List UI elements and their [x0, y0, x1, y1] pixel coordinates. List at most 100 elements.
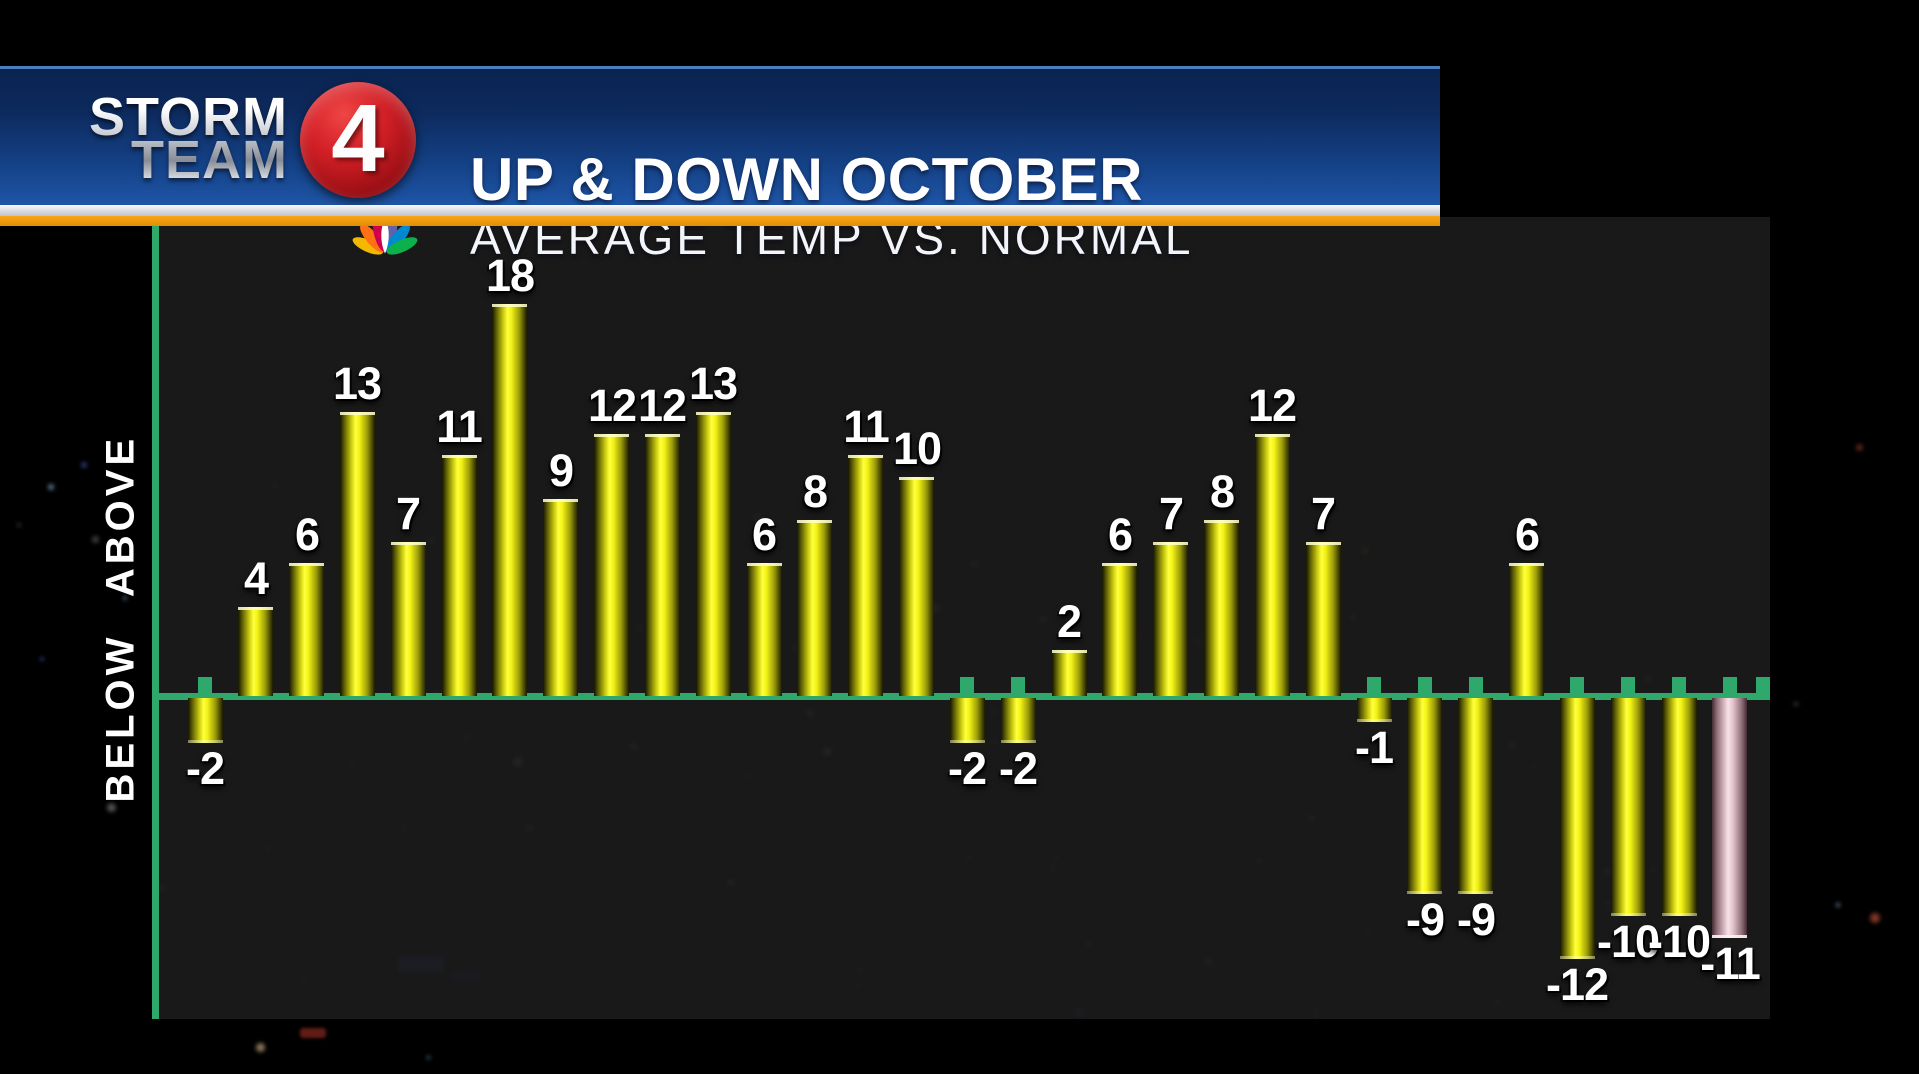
header-banner: STORM TEAM 4 UP & DOWN OCTOBER AVERAGE T… [0, 66, 1440, 263]
baseline-tick [1621, 677, 1635, 694]
city-light-dot [1870, 913, 1880, 923]
bar-value-label: 6 [1107, 509, 1133, 560]
bar-value-label: 9 [548, 445, 574, 496]
bar-value-label: -2 [947, 743, 987, 794]
bar-value-label: 11 [843, 401, 890, 452]
bar-value-label: -2 [998, 743, 1038, 794]
below-axis-label: BELOW [98, 633, 143, 803]
bar-value-label: 6 [1514, 509, 1540, 560]
bar-value-label: 7 [1158, 488, 1184, 539]
storm-team-wordmark: STORM TEAM [89, 96, 288, 182]
banner-orange-strip [0, 216, 1440, 226]
baseline-tick [1570, 677, 1584, 694]
channel-4-logo: 4 [300, 82, 416, 198]
bar-day-8 [543, 499, 578, 696]
bar-value-label: 13 [332, 358, 382, 409]
city-light-dot [1856, 444, 1863, 451]
bar-day-12 [747, 563, 782, 696]
bar-day-11 [696, 412, 731, 696]
channel-number: 4 [331, 85, 385, 192]
bar-value-label: -10 [1647, 916, 1711, 967]
bar-value-label: 6 [751, 509, 777, 560]
baseline-end-tick [1756, 677, 1770, 694]
bar-value-label: -9 [1456, 894, 1496, 945]
bar-value-label: 12 [587, 380, 637, 431]
zero-baseline [152, 693, 1770, 700]
bar-value-label: 8 [802, 466, 828, 517]
bar-day-27 [1509, 563, 1544, 696]
city-light-dot [48, 484, 54, 490]
bar-value-label: 13 [688, 358, 738, 409]
bar-value-label: 12 [637, 380, 687, 431]
city-light-dot [256, 1043, 265, 1052]
baseline-tick [1469, 677, 1483, 694]
bar-day-15 [899, 477, 934, 696]
bar-day-13 [797, 520, 832, 696]
bar-day-10 [645, 434, 680, 696]
bar-day-18 [1052, 650, 1087, 696]
bar-value-label: -1 [1354, 722, 1394, 773]
bar-day-7 [492, 304, 527, 696]
bar-value-label: -9 [1405, 894, 1445, 945]
bar-day-31 [1712, 698, 1747, 938]
bar-value-label: 12 [1247, 380, 1297, 431]
city-light-dot [17, 523, 21, 527]
bar-day-3 [289, 563, 324, 696]
bar-value-label: 11 [436, 401, 483, 452]
bar-value-label: 8 [1209, 466, 1235, 517]
bar-day-19 [1102, 563, 1137, 696]
bar-value-label: -2 [185, 743, 225, 794]
baseline-tick [1672, 677, 1686, 694]
bar-day-29 [1611, 698, 1646, 916]
bar-day-23 [1306, 542, 1341, 696]
bar-day-9 [594, 434, 629, 696]
bar-value-label: 18 [485, 250, 535, 301]
city-light-sign [300, 1028, 326, 1038]
baseline-tick [1418, 677, 1432, 694]
bar-value-label: 7 [1310, 488, 1336, 539]
bar-value-label: 6 [294, 509, 320, 560]
city-light-dot [92, 536, 99, 543]
bar-value-label: -11 [1700, 938, 1761, 989]
bar-value-label: 4 [243, 553, 269, 604]
bar-day-25 [1407, 698, 1442, 894]
bar-day-20 [1153, 542, 1188, 696]
bar-day-26 [1458, 698, 1493, 894]
baseline-tick [198, 677, 212, 694]
bar-value-label: 2 [1056, 596, 1082, 647]
banner-silver-strip [0, 205, 1440, 216]
bar-day-2 [238, 607, 273, 696]
bar-day-6 [442, 455, 477, 696]
baseline-tick [1367, 677, 1381, 694]
baseline-tick [960, 677, 974, 694]
bar-day-21 [1204, 520, 1239, 696]
bar-day-30 [1662, 698, 1697, 916]
city-light-dot [1836, 903, 1840, 907]
city-light-dot [107, 803, 116, 812]
bar-value-label: -12 [1545, 959, 1609, 1010]
city-light-dot [427, 1056, 431, 1060]
city-light-dot [81, 462, 88, 469]
bar-day-28 [1560, 698, 1595, 959]
bar-day-4 [340, 412, 375, 696]
bar-day-17 [1001, 698, 1036, 743]
y-axis-line [152, 225, 159, 1019]
bar-day-5 [391, 542, 426, 696]
baseline-tick [1723, 677, 1737, 694]
bar-value-label: -10 [1596, 916, 1660, 967]
city-light-dot [123, 596, 127, 600]
bar-day-24 [1357, 698, 1392, 722]
above-axis-label: ABOVE [98, 434, 143, 598]
chart-title: UP & DOWN OCTOBER [470, 146, 1143, 213]
bar-day-1 [188, 698, 223, 743]
city-light-dot [1794, 702, 1798, 706]
bar-day-22 [1255, 434, 1290, 696]
bar-day-16 [950, 698, 985, 743]
bar-day-14 [848, 455, 883, 696]
baseline-tick [1011, 677, 1025, 694]
bar-value-label: 7 [395, 488, 421, 539]
bar-value-label: 10 [892, 423, 942, 474]
city-light-dot [40, 657, 44, 661]
